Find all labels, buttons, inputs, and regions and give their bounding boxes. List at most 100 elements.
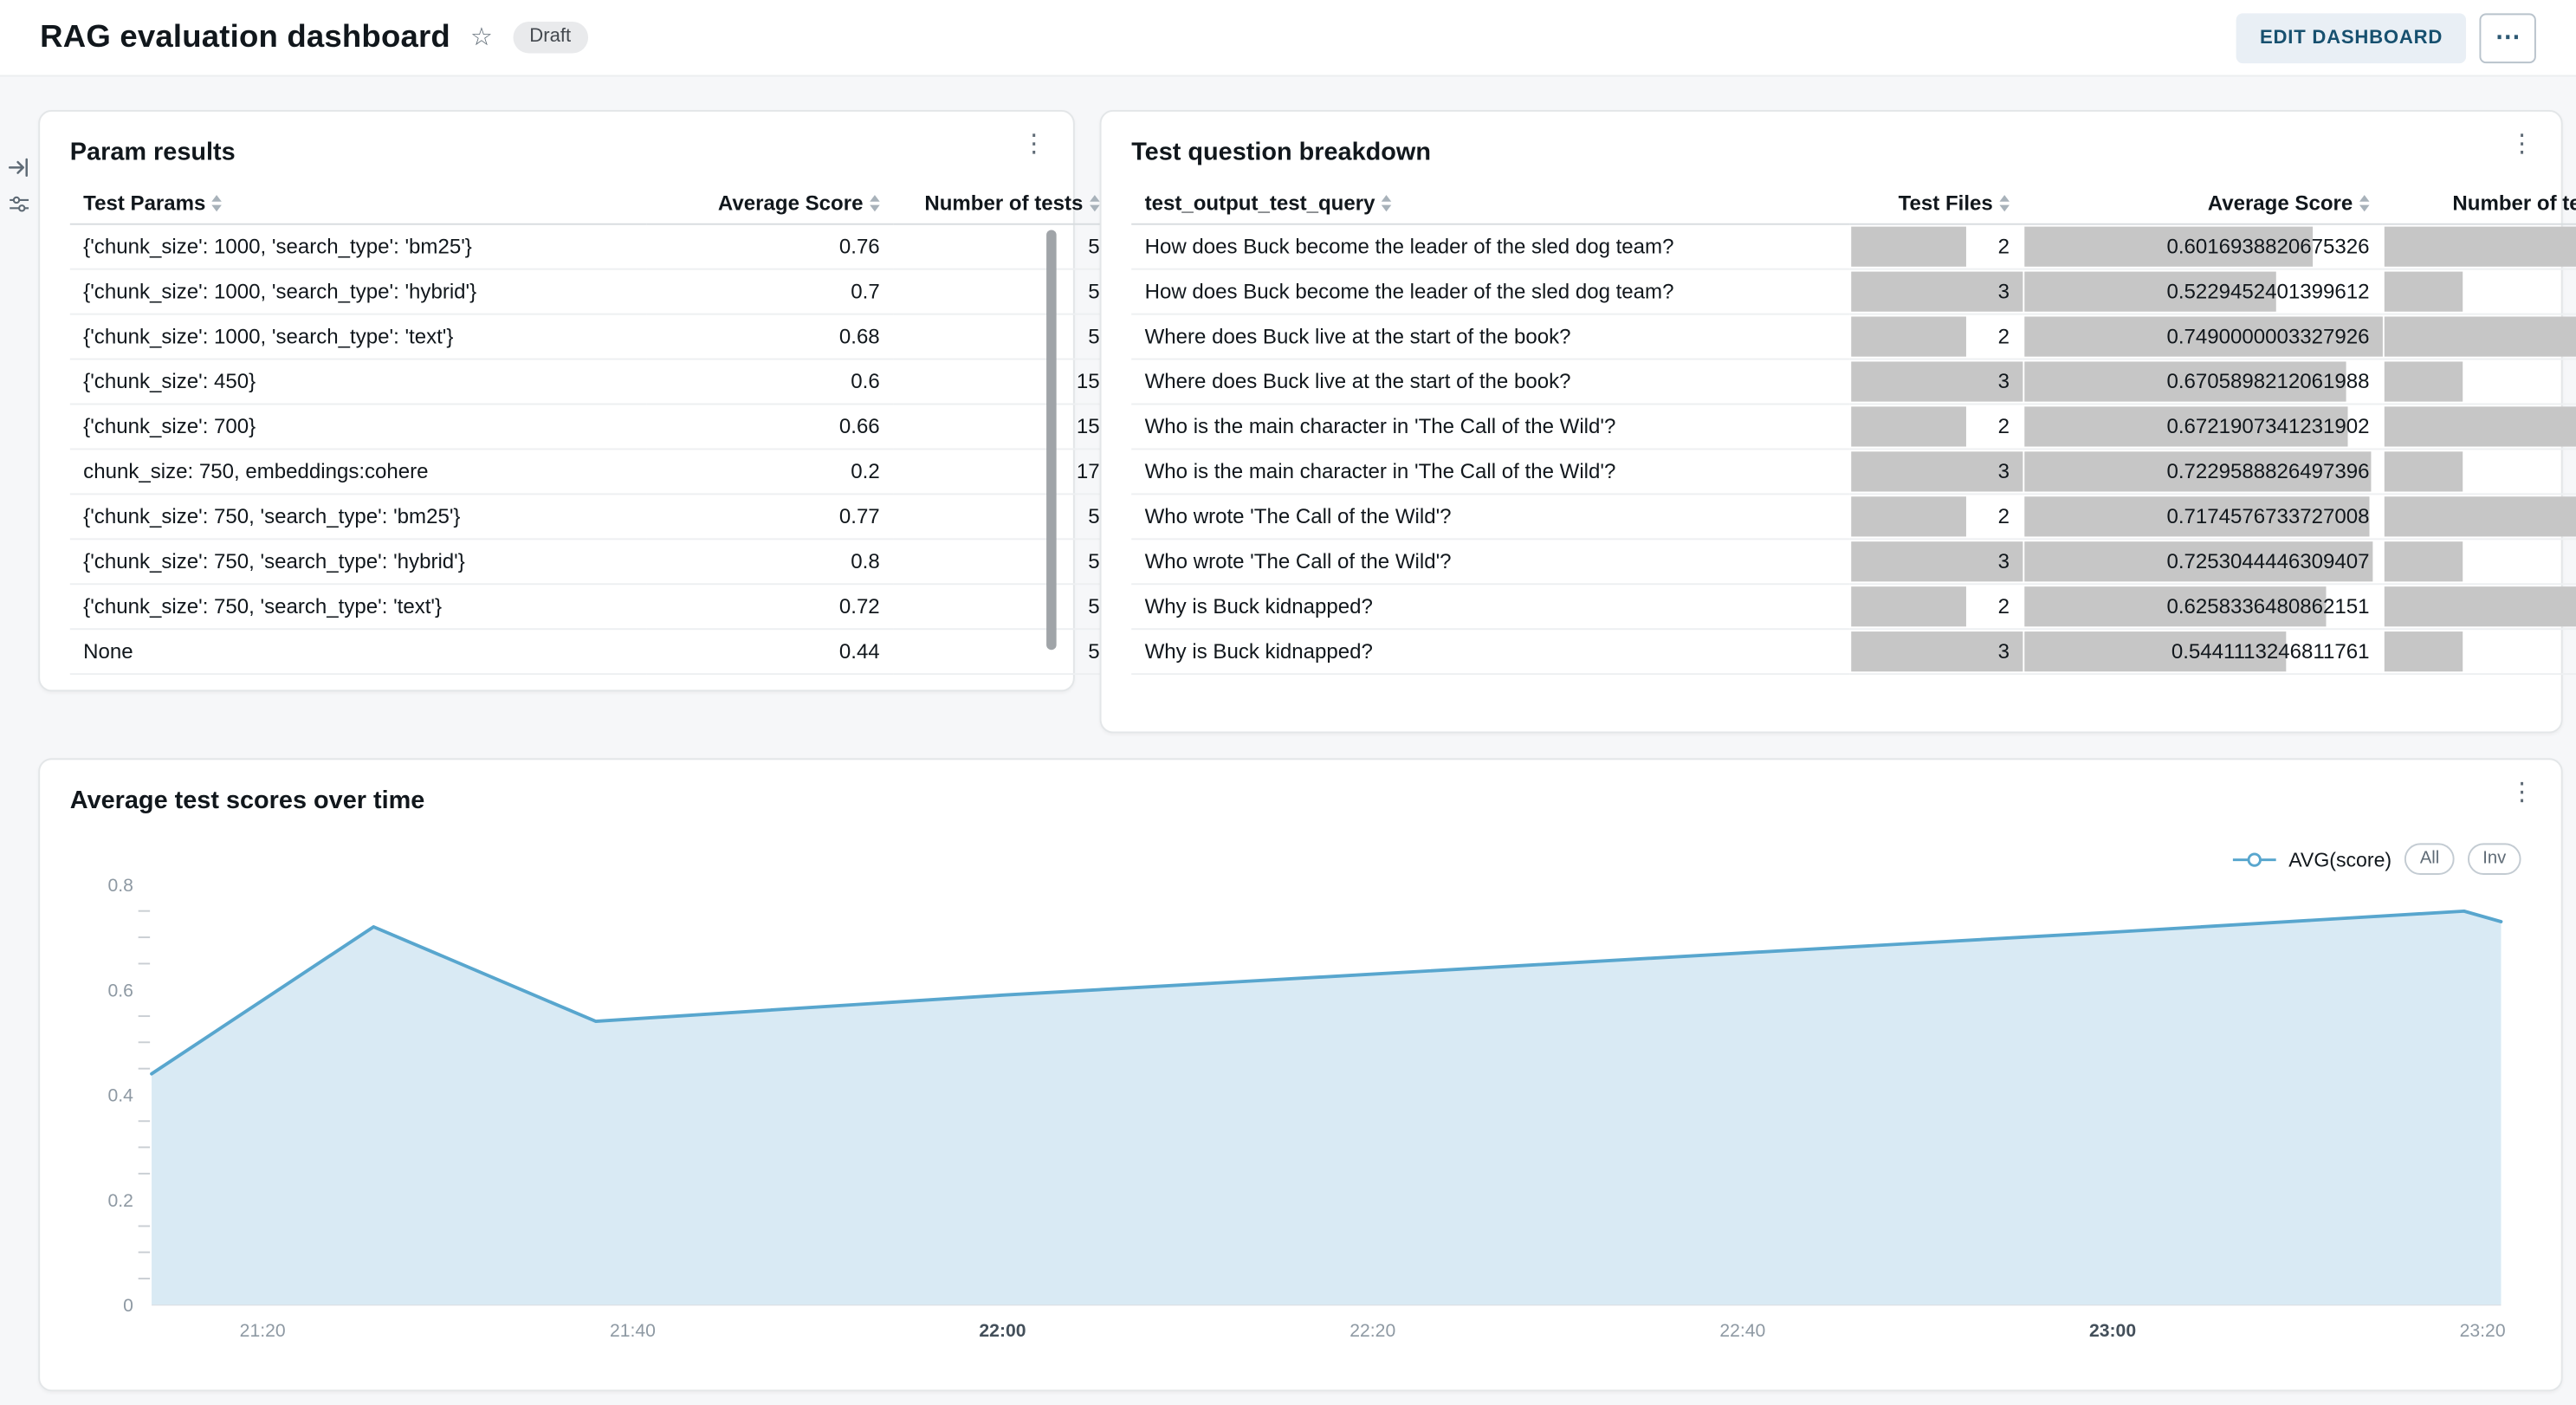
scrollbar-thumb[interactable] — [1046, 230, 1057, 651]
cell-value: 2 — [1997, 594, 2010, 618]
table-cell: 0.72 — [646, 584, 894, 631]
table-row[interactable]: Why is Buck kidnapped? 2 0.625833648086215… — [1131, 584, 2576, 631]
table-cell: 0.2 — [646, 449, 894, 495]
table-row[interactable]: Who wrote 'The Call of the Wild'? 3 0.7253… — [1131, 539, 2576, 586]
table-cell: 5 — [893, 269, 1114, 315]
card-title: Test question breakdown — [1131, 138, 1431, 167]
table-row[interactable]: Where does Buck live at the start of the… — [1131, 314, 2576, 360]
value-bar — [2024, 586, 2326, 627]
sort-icon — [1090, 195, 1100, 212]
collapse-filter-panel-icon[interactable] — [8, 157, 30, 178]
legend-inv-button[interactable]: Inv — [2467, 843, 2521, 875]
table-cell: 0.8 — [646, 539, 894, 586]
kebab-menu-icon[interactable]: ⋮ — [2509, 778, 2534, 807]
table-cell: 5 — [893, 494, 1114, 541]
value-bar — [2384, 406, 2576, 447]
cell-value: 2 — [1997, 415, 2010, 438]
table-row[interactable]: How does Buck become the leader of the s… — [1131, 269, 2576, 315]
table-cell: 10 — [2382, 494, 2576, 541]
edit-dashboard-button[interactable]: EDIT DASHBOARD — [2236, 12, 2467, 63]
table-row[interactable]: {'chunk_size': 750, 'search_type': 'hybr… — [69, 539, 1114, 586]
svg-text:0.6: 0.6 — [107, 981, 133, 1000]
table-cell: 10 — [2382, 223, 2576, 270]
table-row[interactable]: {'chunk_size': 750, 'search_type': 'text… — [69, 584, 1114, 631]
query-cell: Where does Buck live at the start of the… — [1131, 314, 1850, 360]
value-bar — [2024, 226, 2314, 267]
cell-value: 3 — [1997, 280, 2010, 304]
sort-icon — [1999, 195, 2010, 212]
svg-text:21:40: 21:40 — [610, 1321, 656, 1341]
table-row[interactable]: Why is Buck kidnapped? 3 0.544111324681176… — [1131, 629, 2576, 676]
value-bar — [2384, 316, 2576, 357]
table-cell: 0.6016938820675326 — [2023, 223, 2383, 270]
table-cell: 3 — [2382, 629, 2576, 676]
favorite-star-icon[interactable]: ☆ — [470, 23, 493, 52]
table-cell: chunk_size: 750, embeddings:cohere — [69, 449, 647, 495]
column-header[interactable]: Average Score — [2023, 183, 2383, 225]
table-row[interactable]: Where does Buck live at the start of the… — [1131, 359, 2576, 405]
svg-text:0: 0 — [123, 1296, 133, 1316]
card-title: Average test scores over time — [69, 786, 425, 815]
legend-all-button[interactable]: All — [2404, 843, 2455, 875]
table-row[interactable]: Who is the main character in 'The Call o… — [1131, 404, 2576, 450]
series-marker-icon — [2231, 851, 2275, 866]
table-cell: 5 — [893, 223, 1114, 270]
table-row[interactable]: {'chunk_size': 750, 'search_type': 'bm25… — [69, 494, 1114, 541]
table-row[interactable]: {'chunk_size': 1000, 'search_type': 'hyb… — [69, 269, 1114, 315]
table-row[interactable]: None 0.44 5 — [69, 629, 1114, 676]
column-header-label: Number of tests — [2452, 191, 2576, 216]
table-cell: {'chunk_size': 750, 'search_type': 'text… — [69, 584, 647, 631]
cell-value: 2 — [1997, 235, 2010, 259]
column-header[interactable]: Number of tests — [893, 183, 1114, 225]
table-row[interactable]: {'chunk_size': 1000, 'search_type': 'bm2… — [69, 223, 1114, 270]
kebab-menu-icon[interactable]: ⋮ — [1021, 130, 1047, 159]
table-row[interactable]: {'chunk_size': 700} 0.66 15 — [69, 404, 1114, 450]
kebab-menu-icon[interactable]: ⋮ — [2509, 130, 2534, 159]
value-bar — [2384, 451, 2463, 492]
table-row[interactable]: {'chunk_size': 450} 0.6 15 — [69, 359, 1114, 405]
cell-value: 0.5441113246811761 — [2171, 639, 2370, 664]
column-header[interactable]: Test Params — [69, 183, 647, 225]
table-cell: 0.6 — [646, 359, 894, 405]
more-options-button[interactable]: ⋯ — [2479, 12, 2536, 63]
table-cell: 2 — [1849, 404, 2023, 450]
filter-sliders-icon[interactable] — [9, 193, 30, 215]
value-bar — [2024, 406, 2348, 447]
card-title: Param results — [69, 138, 236, 167]
column-header[interactable]: test_output_test_query — [1131, 183, 1850, 225]
query-cell: Who wrote 'The Call of the Wild'? — [1131, 539, 1850, 586]
value-bar — [1851, 541, 2023, 582]
table-cell: 0.7490000003327926 — [2023, 314, 2383, 360]
table-row[interactable]: chunk_size: 750, embeddings:cohere 0.2 17 — [69, 449, 1114, 495]
cell-value: 2 — [1997, 325, 2010, 349]
table-row[interactable]: Who is the main character in 'The Call o… — [1131, 449, 2576, 495]
legend-series-label[interactable]: AVG(score) — [2288, 847, 2392, 871]
table-row[interactable]: How does Buck become the leader of the s… — [1131, 223, 2576, 270]
cell-value: 3 — [1997, 639, 2010, 664]
table-row[interactable]: Who wrote 'The Call of the Wild'? 2 0.7174… — [1131, 494, 2576, 541]
query-cell: Why is Buck kidnapped? — [1131, 629, 1850, 676]
table-cell: 15 — [893, 359, 1114, 405]
value-bar — [2384, 586, 2576, 627]
table-cell: 3 — [1849, 539, 2023, 586]
value-bar — [1851, 406, 1967, 447]
column-header[interactable]: Average Score — [646, 183, 894, 225]
value-bar — [2024, 361, 2347, 402]
column-header[interactable]: Number of tests — [2382, 183, 2576, 225]
svg-text:21:20: 21:20 — [240, 1321, 286, 1341]
column-header[interactable]: Test Files — [1849, 183, 2023, 225]
column-header-label: Average Score — [2207, 191, 2353, 216]
query-cell: How does Buck become the leader of the s… — [1131, 223, 1850, 270]
value-bar — [2384, 361, 2463, 402]
svg-text:23:00: 23:00 — [2089, 1321, 2136, 1341]
table-cell: 0.44 — [646, 629, 894, 676]
table-body: {'chunk_size': 1000, 'search_type': 'bm2… — [69, 223, 1114, 676]
value-bar — [2384, 496, 2576, 537]
svg-text:22:20: 22:20 — [1349, 1321, 1395, 1341]
value-bar — [2024, 451, 2372, 492]
table-cell: 2 — [1849, 584, 2023, 631]
table-row[interactable]: {'chunk_size': 1000, 'search_type': 'tex… — [69, 314, 1114, 360]
column-header-label: Test Files — [1898, 191, 1993, 216]
sort-icon — [212, 195, 223, 212]
cell-value: 3 — [1997, 370, 2010, 393]
